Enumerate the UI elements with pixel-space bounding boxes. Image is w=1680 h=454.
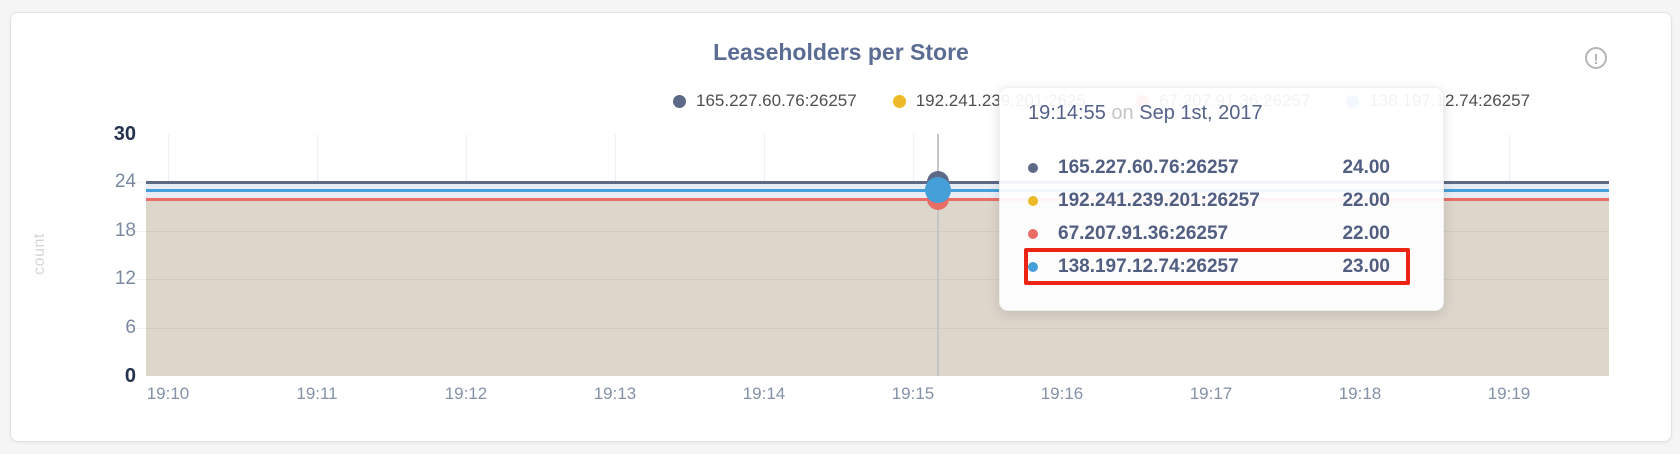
tooltip-row: 138.197.12.74:26257 23.00 bbox=[1024, 248, 1417, 285]
legend-item[interactable]: 165.227.60.76:26257 bbox=[673, 91, 857, 111]
x-tick-label: 19:17 bbox=[1189, 384, 1233, 403]
tooltip-time: 19:14:55 bbox=[1028, 102, 1106, 124]
legend-series-label: 165.227.60.76:26257 bbox=[696, 91, 857, 110]
tooltip-date: Sep 1st, 2017 bbox=[1139, 102, 1263, 124]
tooltip-row: 165.227.60.76:26257 24.00 bbox=[1028, 151, 1417, 184]
info-icon[interactable]: ! bbox=[1585, 47, 1607, 69]
tooltip-series-value: 22.00 bbox=[1342, 189, 1390, 211]
tooltip-row: 192.241.239.201:26257 22.00 bbox=[1028, 184, 1417, 217]
tooltip-series-dot-icon bbox=[1028, 195, 1038, 206]
y-tick-label: 18 bbox=[114, 219, 136, 241]
series-line bbox=[146, 197, 1609, 201]
hover-point bbox=[925, 177, 951, 204]
y-tick-label: 6 bbox=[125, 316, 136, 338]
tooltip-row: 67.207.91.36:26257 22.00 bbox=[1028, 217, 1417, 250]
y-tick-label: 30 bbox=[113, 123, 136, 145]
series-fill-between bbox=[146, 182, 1609, 191]
x-tick-label: 19:18 bbox=[1338, 384, 1382, 403]
tooltip-series-name: 192.241.239.201:26257 bbox=[1058, 189, 1260, 211]
x-tick-label: 19:13 bbox=[593, 384, 637, 403]
chart-title: Leaseholders per Store bbox=[713, 39, 969, 65]
y-tick-label: 0 bbox=[124, 365, 136, 387]
tooltip-series-value: 24.00 bbox=[1342, 156, 1390, 178]
tooltip-series-dot-icon bbox=[1028, 261, 1038, 272]
series-line bbox=[146, 189, 1609, 193]
x-tick-label: 19:15 bbox=[891, 384, 935, 403]
tooltip-series-value: 22.00 bbox=[1342, 222, 1390, 244]
tooltip-series-dot-icon bbox=[1028, 228, 1038, 239]
series-line bbox=[146, 181, 1609, 185]
tooltip-series-name: 165.227.60.76:26257 bbox=[1058, 156, 1239, 178]
chart-card: Leaseholders per Store ! count 165.227.6… bbox=[10, 12, 1672, 442]
series-fill-between bbox=[146, 190, 1609, 199]
x-tick-label: 19:12 bbox=[444, 384, 488, 403]
x-tick-label: 19:16 bbox=[1040, 384, 1084, 403]
y-tick-label: 12 bbox=[114, 268, 136, 290]
x-tick-label: 19:14 bbox=[742, 384, 786, 403]
legend-series-dot-icon bbox=[673, 94, 686, 108]
tooltip-series-value: 23.00 bbox=[1342, 255, 1390, 277]
tooltip-conjunction: on bbox=[1111, 102, 1134, 124]
chart-tooltip: 19:14:55 on Sep 1st, 2017 165.227.60.76:… bbox=[999, 87, 1444, 311]
x-tick-label: 19:10 bbox=[146, 384, 190, 403]
tooltip-series-name: 67.207.91.36:26257 bbox=[1058, 222, 1229, 244]
hover-guideline bbox=[937, 134, 939, 376]
y-gridline bbox=[130, 327, 1609, 329]
tooltip-rows: 165.227.60.76:26257 24.00 192.241.239.201:… bbox=[1024, 151, 1417, 285]
tooltip-timestamp: 19:14:55 on Sep 1st, 2017 bbox=[1028, 102, 1417, 125]
x-tick-label: 19:11 bbox=[296, 384, 338, 403]
y-gridline bbox=[130, 279, 1609, 281]
x-tick-label: 19:19 bbox=[1487, 384, 1531, 403]
tooltip-series-name: 138.197.12.74:26257 bbox=[1058, 255, 1239, 277]
legend-series-dot-icon bbox=[892, 94, 906, 108]
tooltip-series-dot-icon bbox=[1028, 162, 1038, 173]
y-tick-label: 24 bbox=[114, 171, 136, 193]
y-gridline bbox=[130, 230, 1609, 232]
